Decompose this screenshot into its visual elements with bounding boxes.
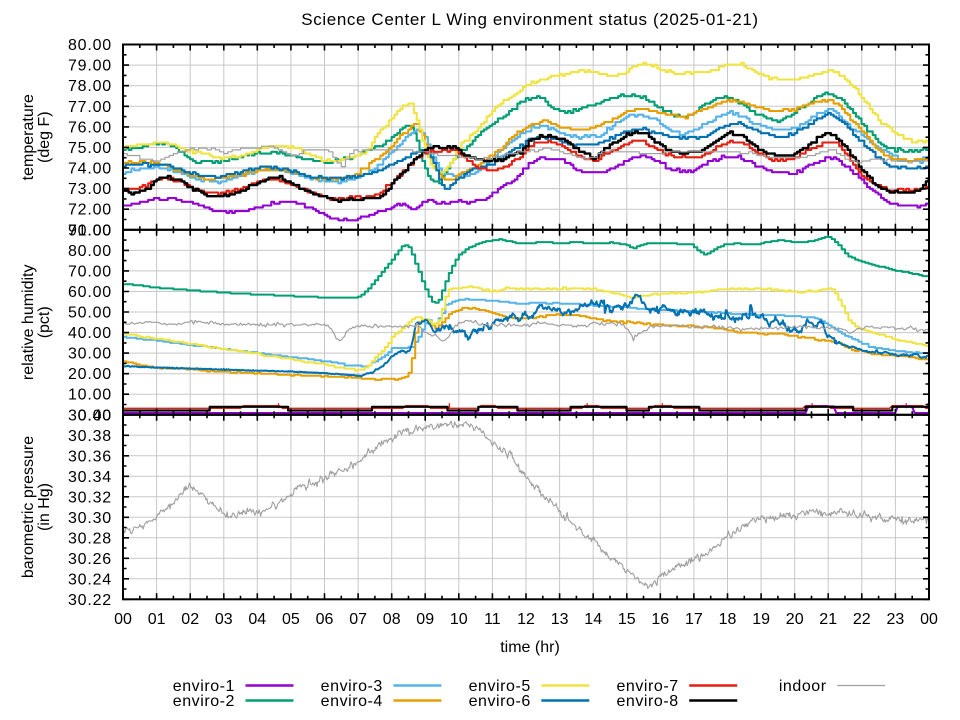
svg-text:enviro-7: enviro-7 <box>616 678 678 695</box>
svg-text:22: 22 <box>853 611 871 628</box>
svg-text:00: 00 <box>114 611 132 628</box>
svg-text:13: 13 <box>551 611 569 628</box>
svg-text:(pct): (pct) <box>36 306 53 338</box>
svg-text:14: 14 <box>584 611 602 628</box>
svg-text:50.00: 50.00 <box>68 305 112 322</box>
svg-text:73.00: 73.00 <box>68 181 112 198</box>
svg-text:enviro-5: enviro-5 <box>469 678 531 695</box>
svg-text:11: 11 <box>484 611 501 628</box>
svg-text:30.24: 30.24 <box>68 571 112 588</box>
svg-text:30.26: 30.26 <box>68 551 112 568</box>
svg-text:78.00: 78.00 <box>68 78 112 95</box>
svg-text:76.00: 76.00 <box>68 119 112 136</box>
svg-text:30.30: 30.30 <box>68 510 112 527</box>
svg-text:72.00: 72.00 <box>68 202 112 219</box>
svg-text:enviro-6: enviro-6 <box>469 693 531 710</box>
svg-text:71.00: 71.00 <box>68 222 112 239</box>
svg-text:18: 18 <box>719 611 737 628</box>
svg-text:01: 01 <box>148 611 166 628</box>
svg-text:time (hr): time (hr) <box>500 639 560 656</box>
svg-text:(in Hg): (in Hg) <box>36 483 53 531</box>
svg-text:30.28: 30.28 <box>68 530 112 547</box>
svg-text:enviro-3: enviro-3 <box>321 678 383 695</box>
svg-text:10: 10 <box>450 611 468 628</box>
svg-text:30.32: 30.32 <box>68 489 112 506</box>
svg-text:enviro-8: enviro-8 <box>616 693 678 710</box>
svg-text:relative humidity: relative humidity <box>20 264 37 380</box>
svg-text:60.00: 60.00 <box>68 284 112 301</box>
svg-text:30.34: 30.34 <box>68 469 112 486</box>
svg-text:74.00: 74.00 <box>68 161 112 178</box>
svg-text:79.00: 79.00 <box>68 58 112 75</box>
svg-text:indoor: indoor <box>779 678 827 695</box>
svg-text:05: 05 <box>282 611 300 628</box>
svg-text:09: 09 <box>416 611 434 628</box>
svg-text:06: 06 <box>316 611 334 628</box>
svg-text:03: 03 <box>215 611 233 628</box>
svg-text:04: 04 <box>248 611 266 628</box>
svg-text:enviro-4: enviro-4 <box>321 693 383 710</box>
svg-text:00: 00 <box>920 611 938 628</box>
svg-text:21: 21 <box>819 611 837 628</box>
svg-text:77.00: 77.00 <box>68 99 112 116</box>
svg-text:30.22: 30.22 <box>68 592 112 609</box>
svg-text:02: 02 <box>181 611 199 628</box>
svg-text:30.00: 30.00 <box>68 346 112 363</box>
svg-text:0.00: 0.00 <box>78 407 112 424</box>
svg-text:(deg F): (deg F) <box>36 111 53 163</box>
svg-text:20: 20 <box>786 611 804 628</box>
svg-text:40.00: 40.00 <box>68 325 112 342</box>
svg-text:07: 07 <box>349 611 367 628</box>
svg-text:75.00: 75.00 <box>68 140 112 157</box>
svg-text:80.00: 80.00 <box>68 243 112 260</box>
svg-text:12: 12 <box>517 611 535 628</box>
svg-text:16: 16 <box>651 611 669 628</box>
svg-text:80.00: 80.00 <box>68 37 112 54</box>
svg-text:15: 15 <box>618 611 636 628</box>
svg-text:20.00: 20.00 <box>68 366 112 383</box>
svg-text:70.00: 70.00 <box>68 263 112 280</box>
svg-text:17: 17 <box>685 611 703 628</box>
svg-text:90.00: 90.00 <box>68 222 112 239</box>
svg-text:temperature: temperature <box>20 94 37 180</box>
svg-text:enviro-1: enviro-1 <box>173 678 235 695</box>
svg-text:Science Center L Wing environm: Science Center L Wing environment status… <box>301 10 758 29</box>
svg-text:enviro-2: enviro-2 <box>173 693 235 710</box>
svg-text:19: 19 <box>752 611 770 628</box>
svg-text:08: 08 <box>383 611 401 628</box>
svg-text:30.36: 30.36 <box>68 448 112 465</box>
svg-text:23: 23 <box>887 611 905 628</box>
svg-text:barometric pressure: barometric pressure <box>20 436 37 578</box>
svg-text:30.40: 30.40 <box>68 407 112 424</box>
svg-text:10.00: 10.00 <box>68 387 112 404</box>
svg-text:30.38: 30.38 <box>68 428 112 445</box>
